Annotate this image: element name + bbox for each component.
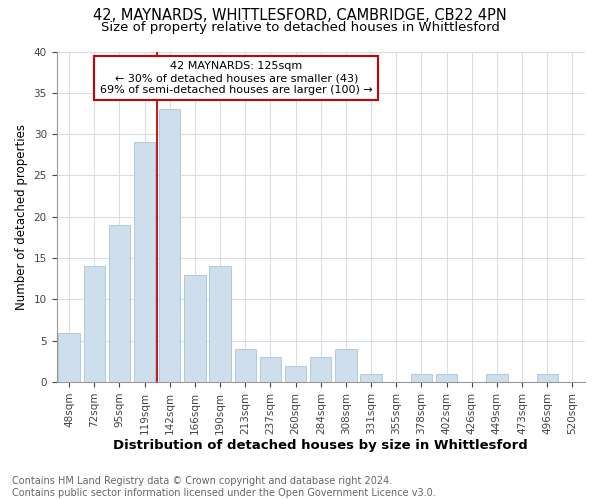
Text: Contains HM Land Registry data © Crown copyright and database right 2024.
Contai: Contains HM Land Registry data © Crown c… <box>12 476 436 498</box>
Bar <box>436 374 457 382</box>
Bar <box>411 374 432 382</box>
Bar <box>285 366 306 382</box>
Bar <box>486 374 508 382</box>
Bar <box>58 332 80 382</box>
X-axis label: Distribution of detached houses by size in Whittlesford: Distribution of detached houses by size … <box>113 440 528 452</box>
Bar <box>109 225 130 382</box>
Bar <box>536 374 558 382</box>
Bar <box>361 374 382 382</box>
Bar <box>209 266 231 382</box>
Y-axis label: Number of detached properties: Number of detached properties <box>15 124 28 310</box>
Text: 42, MAYNARDS, WHITTLESFORD, CAMBRIDGE, CB22 4PN: 42, MAYNARDS, WHITTLESFORD, CAMBRIDGE, C… <box>93 8 507 23</box>
Bar <box>134 142 155 382</box>
Bar <box>83 266 105 382</box>
Text: 42 MAYNARDS: 125sqm
← 30% of detached houses are smaller (43)
69% of semi-detach: 42 MAYNARDS: 125sqm ← 30% of detached ho… <box>100 62 373 94</box>
Bar <box>184 274 206 382</box>
Bar <box>260 358 281 382</box>
Bar <box>159 110 181 382</box>
Text: Size of property relative to detached houses in Whittlesford: Size of property relative to detached ho… <box>101 22 499 35</box>
Bar <box>310 358 331 382</box>
Bar <box>235 349 256 382</box>
Bar <box>335 349 356 382</box>
